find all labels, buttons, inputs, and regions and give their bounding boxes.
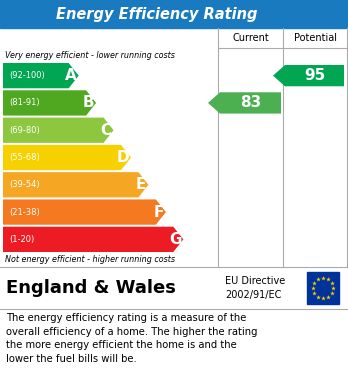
Text: The energy efficiency rating is a measure of the
overall efficiency of a home. T: The energy efficiency rating is a measur… — [6, 313, 258, 364]
Polygon shape — [3, 145, 131, 170]
Polygon shape — [3, 118, 113, 143]
Text: (1-20): (1-20) — [9, 235, 34, 244]
Text: E: E — [136, 177, 147, 192]
Text: C: C — [101, 123, 112, 138]
Polygon shape — [3, 172, 149, 197]
Polygon shape — [208, 92, 281, 113]
Text: 95: 95 — [304, 68, 325, 83]
Text: (55-68): (55-68) — [9, 153, 40, 162]
Text: England & Wales: England & Wales — [6, 279, 176, 297]
Polygon shape — [3, 90, 96, 116]
Bar — [0, 0, 348, 28]
Polygon shape — [273, 65, 344, 86]
Bar — [307, 272, 339, 304]
Text: Energy Efficiency Rating: Energy Efficiency Rating — [56, 7, 258, 22]
Text: Potential: Potential — [294, 33, 337, 43]
Text: Very energy efficient - lower running costs: Very energy efficient - lower running co… — [5, 50, 175, 59]
Text: G: G — [169, 232, 181, 247]
Text: 83: 83 — [240, 95, 261, 110]
Text: Not energy efficient - higher running costs: Not energy efficient - higher running co… — [5, 255, 175, 264]
Text: EU Directive
2002/91/EC: EU Directive 2002/91/EC — [225, 276, 285, 300]
Polygon shape — [3, 199, 166, 225]
Polygon shape — [3, 63, 79, 88]
Text: D: D — [116, 150, 129, 165]
Text: (81-91): (81-91) — [9, 99, 40, 108]
Text: (92-100): (92-100) — [9, 71, 45, 80]
Text: Current: Current — [232, 33, 269, 43]
Bar — [0, 28, 348, 267]
Bar — [0, 267, 348, 309]
Text: A: A — [65, 68, 77, 83]
Text: (39-54): (39-54) — [9, 180, 40, 189]
Text: (21-38): (21-38) — [9, 208, 40, 217]
Text: F: F — [153, 204, 164, 220]
Text: (69-80): (69-80) — [9, 126, 40, 135]
Text: B: B — [82, 95, 94, 110]
Polygon shape — [3, 227, 183, 252]
